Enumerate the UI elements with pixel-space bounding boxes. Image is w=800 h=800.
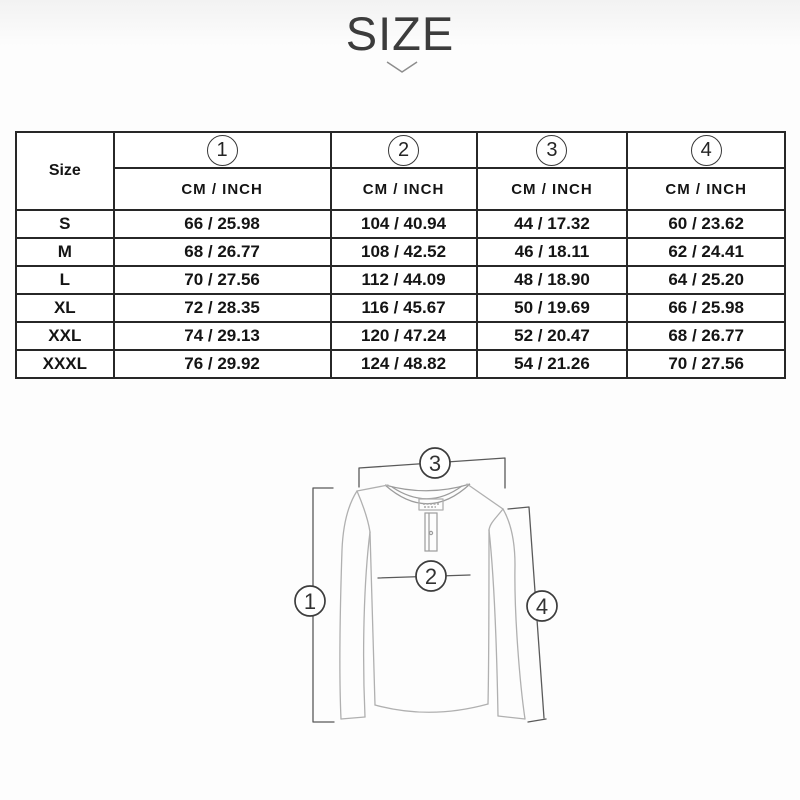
dimension-sleeve: 4	[507, 506, 558, 723]
measure-column-1: 1	[112, 131, 332, 169]
measure-cell: 120 / 47.24	[329, 321, 478, 351]
placket-button	[428, 530, 434, 536]
background-tint	[0, 0, 800, 46]
button-placket	[424, 512, 438, 552]
size-column-header: Size	[15, 131, 115, 211]
circled-3-icon	[419, 447, 451, 479]
dimension-chest: 2	[377, 560, 471, 592]
measure-cell: 68 / 26.77	[112, 237, 332, 267]
measure-column-3: 3	[475, 131, 629, 169]
measure-cell: 62 / 24.41	[626, 237, 786, 267]
size-cell: XXXL	[15, 349, 115, 379]
body-right-edge	[487, 529, 490, 705]
chevron-down-icon	[386, 61, 418, 73]
measure-cell: 66 / 25.98	[626, 293, 786, 323]
circled-2-icon	[415, 560, 447, 592]
circled-1-icon: 1	[206, 134, 238, 166]
table-row: XXL 74 / 29.13 120 / 47.24 52 / 20.47 68…	[15, 321, 786, 351]
unit-header: CM / INCH	[626, 167, 786, 211]
left-cuff	[340, 716, 366, 720]
size-cell: M	[15, 237, 115, 267]
circled-3-icon: 3	[536, 134, 568, 166]
table-header-row-measures: Size 1 2 3 4	[15, 131, 786, 211]
size-cell: XXL	[15, 321, 115, 351]
measure-cell: 54 / 21.26	[475, 349, 629, 379]
measure-cell: 108 / 42.52	[329, 237, 478, 267]
marker-4-label: 4	[536, 594, 548, 619]
unit-header: CM / INCH	[329, 167, 478, 211]
unit-header: CM / INCH	[475, 167, 629, 211]
size-cell: L	[15, 265, 115, 295]
measure-cell: 74 / 29.13	[112, 321, 332, 351]
marker-3-label: 3	[429, 451, 441, 476]
measure-cell: 48 / 18.90	[475, 265, 629, 295]
page-title: SIZE	[345, 7, 455, 60]
measure-cell: 60 / 23.62	[626, 209, 786, 239]
measure-cell: 66 / 25.98	[112, 209, 332, 239]
measure-cell: 70 / 27.56	[112, 265, 332, 295]
shirt-sketch	[339, 483, 526, 720]
circled-2-icon: 2	[388, 134, 420, 166]
measure-cell: 64 / 25.20	[626, 265, 786, 295]
measure-cell: 44 / 17.32	[475, 209, 629, 239]
size-table: Size 1 2 3 4 CM / INCH CM / INCH CM / IN…	[15, 131, 786, 379]
circled-1-icon	[294, 585, 326, 617]
measure-cell: 124 / 48.82	[329, 349, 478, 379]
left-shoulder-seam	[356, 484, 389, 492]
measure-column-4: 4	[626, 131, 786, 169]
size-cell: S	[15, 209, 115, 239]
measure-cell: 112 / 44.09	[329, 265, 478, 295]
marker-2-label: 2	[425, 564, 437, 589]
neck-label	[418, 498, 444, 511]
size-cell: XL	[15, 293, 115, 323]
left-sleeve-inner	[362, 531, 371, 718]
table-row: S 66 / 25.98 104 / 40.94 44 / 17.32 60 /…	[15, 209, 786, 239]
unit-header: CM / INCH	[112, 167, 332, 211]
right-armhole-seam	[488, 508, 504, 531]
dimension-length: 1	[294, 487, 335, 723]
table-row: XL 72 / 28.35 116 / 45.67 50 / 19.69 66 …	[15, 293, 786, 323]
measure-cell: 46 / 18.11	[475, 237, 629, 267]
measure-cell: 76 / 29.92	[112, 349, 332, 379]
marker-1-label: 1	[304, 589, 316, 614]
table-row: L 70 / 27.56 112 / 44.09 48 / 18.90 64 /…	[15, 265, 786, 295]
left-armhole-seam	[356, 490, 371, 533]
measure-cell: 68 / 26.77	[626, 321, 786, 351]
measure-cell: 116 / 45.67	[329, 293, 478, 323]
measure-cell: 104 / 40.94	[329, 209, 478, 239]
measure-cell: 52 / 20.47	[475, 321, 629, 351]
circled-4-icon: 4	[690, 134, 722, 166]
table-header-row-units: CM / INCH CM / INCH CM / INCH CM / INCH	[16, 167, 786, 211]
body-left-edge	[369, 531, 376, 706]
measure-cell: 72 / 28.35	[112, 293, 332, 323]
left-sleeve-outer	[339, 490, 358, 720]
neck-label-text-lines	[423, 503, 439, 508]
measure-cell: 70 / 27.56	[626, 349, 786, 379]
right-sleeve-inner	[488, 529, 499, 717]
measure-cell: 50 / 19.69	[475, 293, 629, 323]
shirt-measurement-diagram: 1 2 3 4	[294, 447, 558, 723]
right-cuff	[497, 715, 526, 720]
measure-column-2: 2	[329, 131, 478, 169]
hem-line	[374, 703, 489, 713]
dimension-shoulder: 3	[358, 447, 506, 489]
table-row: XXXL 76 / 29.92 124 / 48.82 54 / 21.26 7…	[15, 349, 786, 379]
right-shoulder-seam	[466, 483, 504, 510]
circled-4-icon	[526, 590, 558, 622]
right-sleeve-outer	[502, 508, 526, 720]
table-row: M 68 / 26.77 108 / 42.52 46 / 18.11 62 /…	[15, 237, 786, 267]
